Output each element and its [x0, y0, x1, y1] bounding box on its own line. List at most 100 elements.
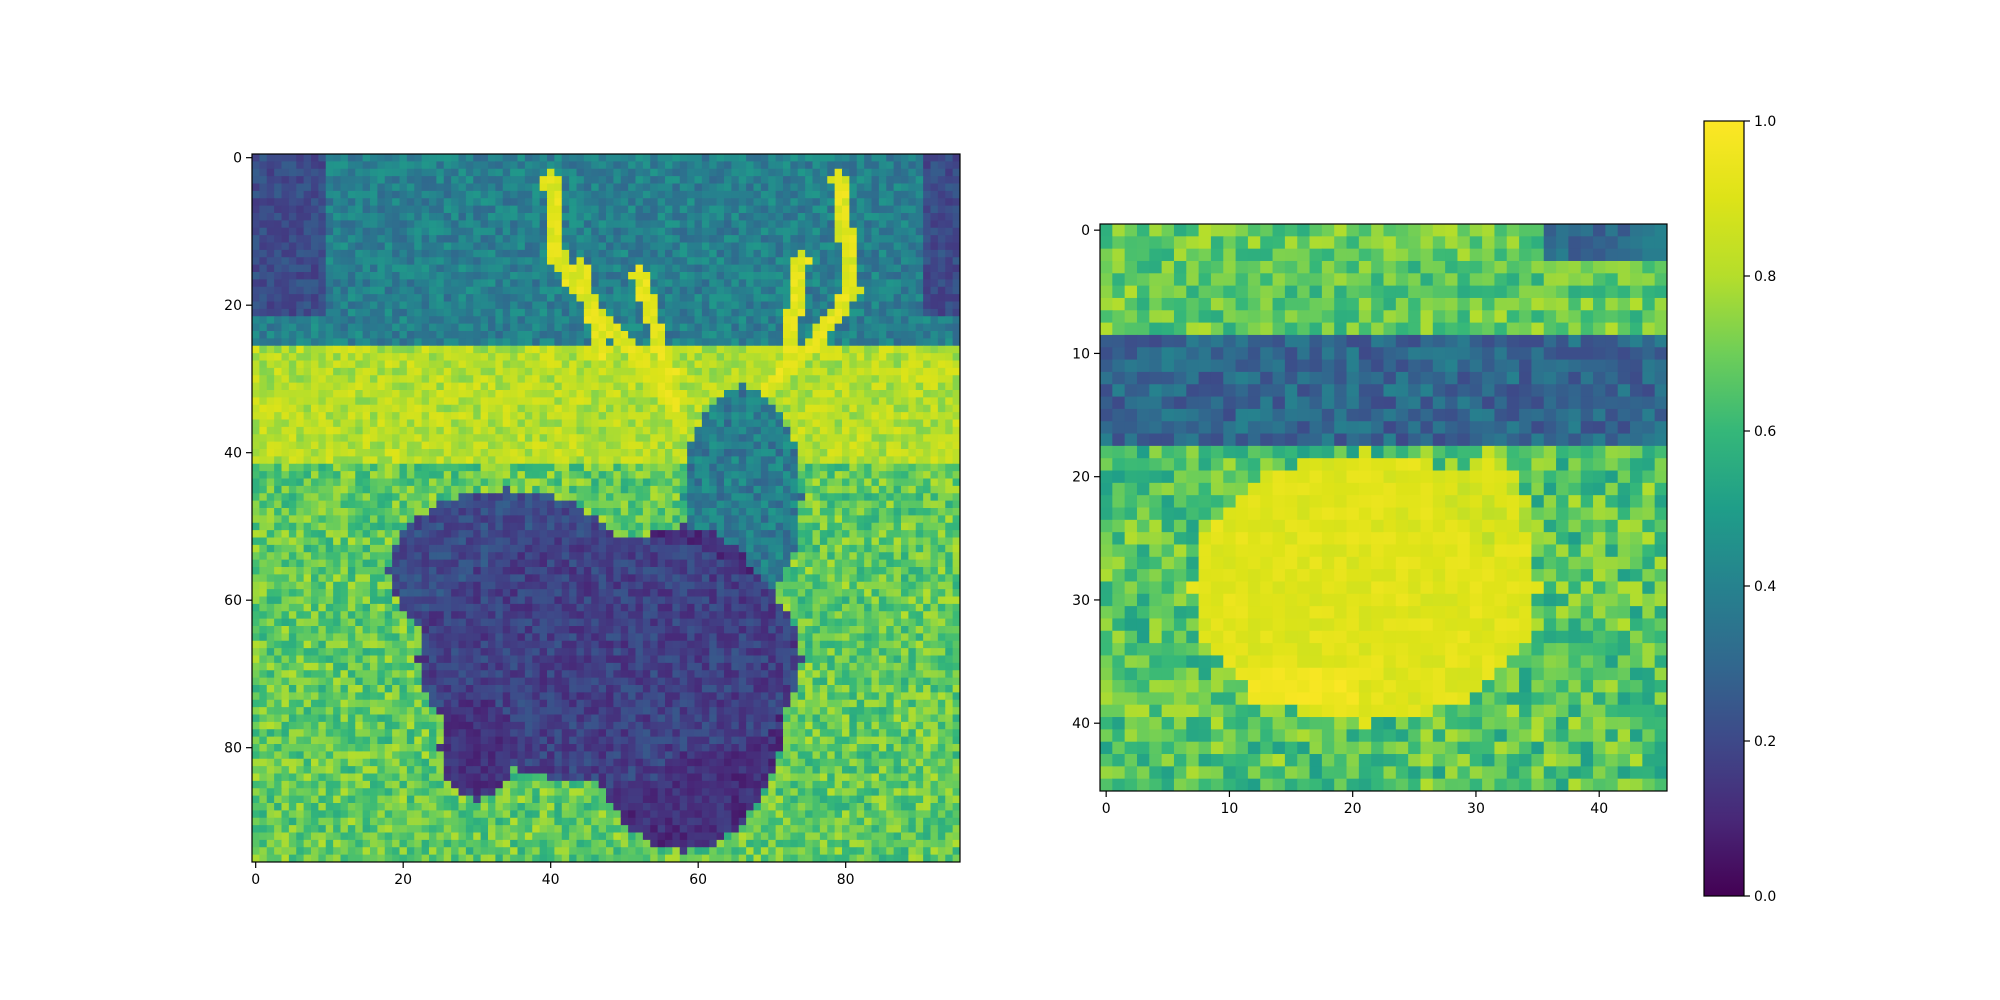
heatmap-cell: [561, 242, 570, 251]
heatmap-cell: [827, 272, 836, 280]
heatmap-cell: [878, 220, 887, 229]
heatmap-cell: [849, 397, 858, 406]
heatmap-cell: [731, 154, 740, 162]
heatmap-cell: [274, 301, 283, 310]
heatmap-cell: [436, 522, 445, 531]
heatmap-cell: [547, 279, 555, 288]
heatmap-cell: [952, 515, 960, 524]
heatmap-cell: [333, 390, 342, 398]
heatmap-cell: [834, 168, 843, 177]
heatmap-cell: [628, 441, 637, 450]
heatmap-cell: [864, 190, 873, 199]
heatmap-cell: [347, 316, 356, 325]
heatmap-cell: [650, 154, 659, 162]
heatmap-cell: [311, 367, 319, 376]
heatmap-cell: [318, 522, 327, 531]
heatmap-cell: [864, 353, 873, 362]
heatmap-cell: [642, 500, 651, 509]
heatmap-cell: [642, 316, 651, 325]
heatmap-cell: [480, 449, 489, 457]
heatmap-cell: [893, 323, 902, 332]
heatmap-cell: [834, 183, 843, 192]
heatmap-cell: [569, 257, 578, 266]
heatmap-cell: [856, 463, 865, 472]
heatmap-cell: [576, 286, 585, 295]
heatmap-cell: [783, 316, 791, 325]
heatmap-cell: [399, 242, 408, 251]
heatmap-cell: [760, 272, 769, 280]
heatmap-cell: [812, 183, 821, 192]
heatmap-cell: [687, 190, 696, 199]
heatmap-cell: [473, 485, 482, 494]
heatmap-cell: [561, 264, 570, 273]
heatmap-cell: [252, 220, 260, 229]
heatmap-cell: [701, 441, 710, 450]
heatmap-cell: [421, 367, 430, 376]
heatmap-cell: [753, 493, 762, 502]
heatmap-cell: [370, 382, 378, 391]
heatmap-cell: [783, 375, 791, 384]
heatmap-cell: [318, 331, 327, 339]
heatmap-cell: [805, 471, 814, 480]
heatmap-cell: [923, 198, 932, 207]
heatmap-cell: [288, 456, 297, 465]
heatmap-cell: [532, 242, 541, 251]
heatmap-cell: [620, 412, 629, 421]
heatmap-cell: [812, 478, 821, 487]
heatmap-cell: [561, 463, 570, 472]
heatmap-cell: [606, 449, 614, 457]
heatmap-cell: [252, 168, 260, 177]
heatmap-cell: [768, 198, 777, 207]
heatmap-cell: [753, 308, 762, 317]
heatmap-cell: [252, 154, 260, 162]
heatmap-cell: [436, 249, 445, 258]
heatmap-cell: [421, 397, 430, 406]
heatmap-cell: [443, 478, 452, 487]
heatmap-cell: [945, 161, 954, 170]
heatmap-cell: [443, 367, 452, 376]
heatmap-cell: [406, 294, 415, 303]
heatmap-cell: [443, 493, 452, 502]
heatmap-cell: [421, 183, 430, 192]
heatmap-cell: [665, 286, 673, 295]
heatmap-cell: [768, 500, 777, 509]
heatmap-cell: [642, 478, 651, 487]
heatmap-cell: [274, 154, 283, 162]
heatmap-cell: [687, 434, 696, 443]
heatmap-cell: [311, 183, 319, 192]
heatmap-cell: [451, 294, 460, 303]
heatmap-cell: [569, 213, 578, 221]
heatmap-cell: [827, 353, 836, 362]
heatmap-cell: [473, 242, 482, 251]
heatmap-cell: [716, 419, 725, 428]
heatmap-cell: [945, 397, 954, 406]
heatmap-cell: [598, 397, 607, 406]
heatmap-cell: [716, 338, 725, 347]
heatmap-cell: [952, 404, 960, 413]
heatmap-cell: [827, 235, 836, 244]
heatmap-cell: [517, 493, 526, 502]
heatmap-cell: [679, 257, 688, 266]
heatmap-cell: [458, 183, 467, 192]
heatmap-cell: [591, 441, 600, 450]
heatmap-cell: [451, 345, 460, 354]
heatmap-cell: [731, 367, 740, 376]
heatmap-cell: [805, 279, 814, 288]
heatmap-cell: [325, 235, 334, 244]
heatmap-cell: [819, 456, 828, 465]
heatmap-cell: [849, 183, 858, 192]
heatmap-cell: [805, 161, 814, 170]
heatmap-cell: [952, 493, 960, 502]
heatmap-cell: [266, 522, 275, 531]
heatmap-cell: [333, 434, 342, 443]
heatmap-cell: [362, 249, 371, 258]
heatmap-cell: [952, 367, 960, 376]
heatmap-cell: [561, 500, 570, 509]
heatmap-cell: [591, 183, 600, 192]
heatmap-cell: [252, 183, 260, 192]
heatmap-cell: [908, 375, 917, 384]
heatmap-cell: [886, 205, 895, 214]
heatmap-cell: [790, 397, 799, 406]
heatmap-cell: [266, 367, 275, 376]
heatmap-cell: [901, 390, 909, 398]
